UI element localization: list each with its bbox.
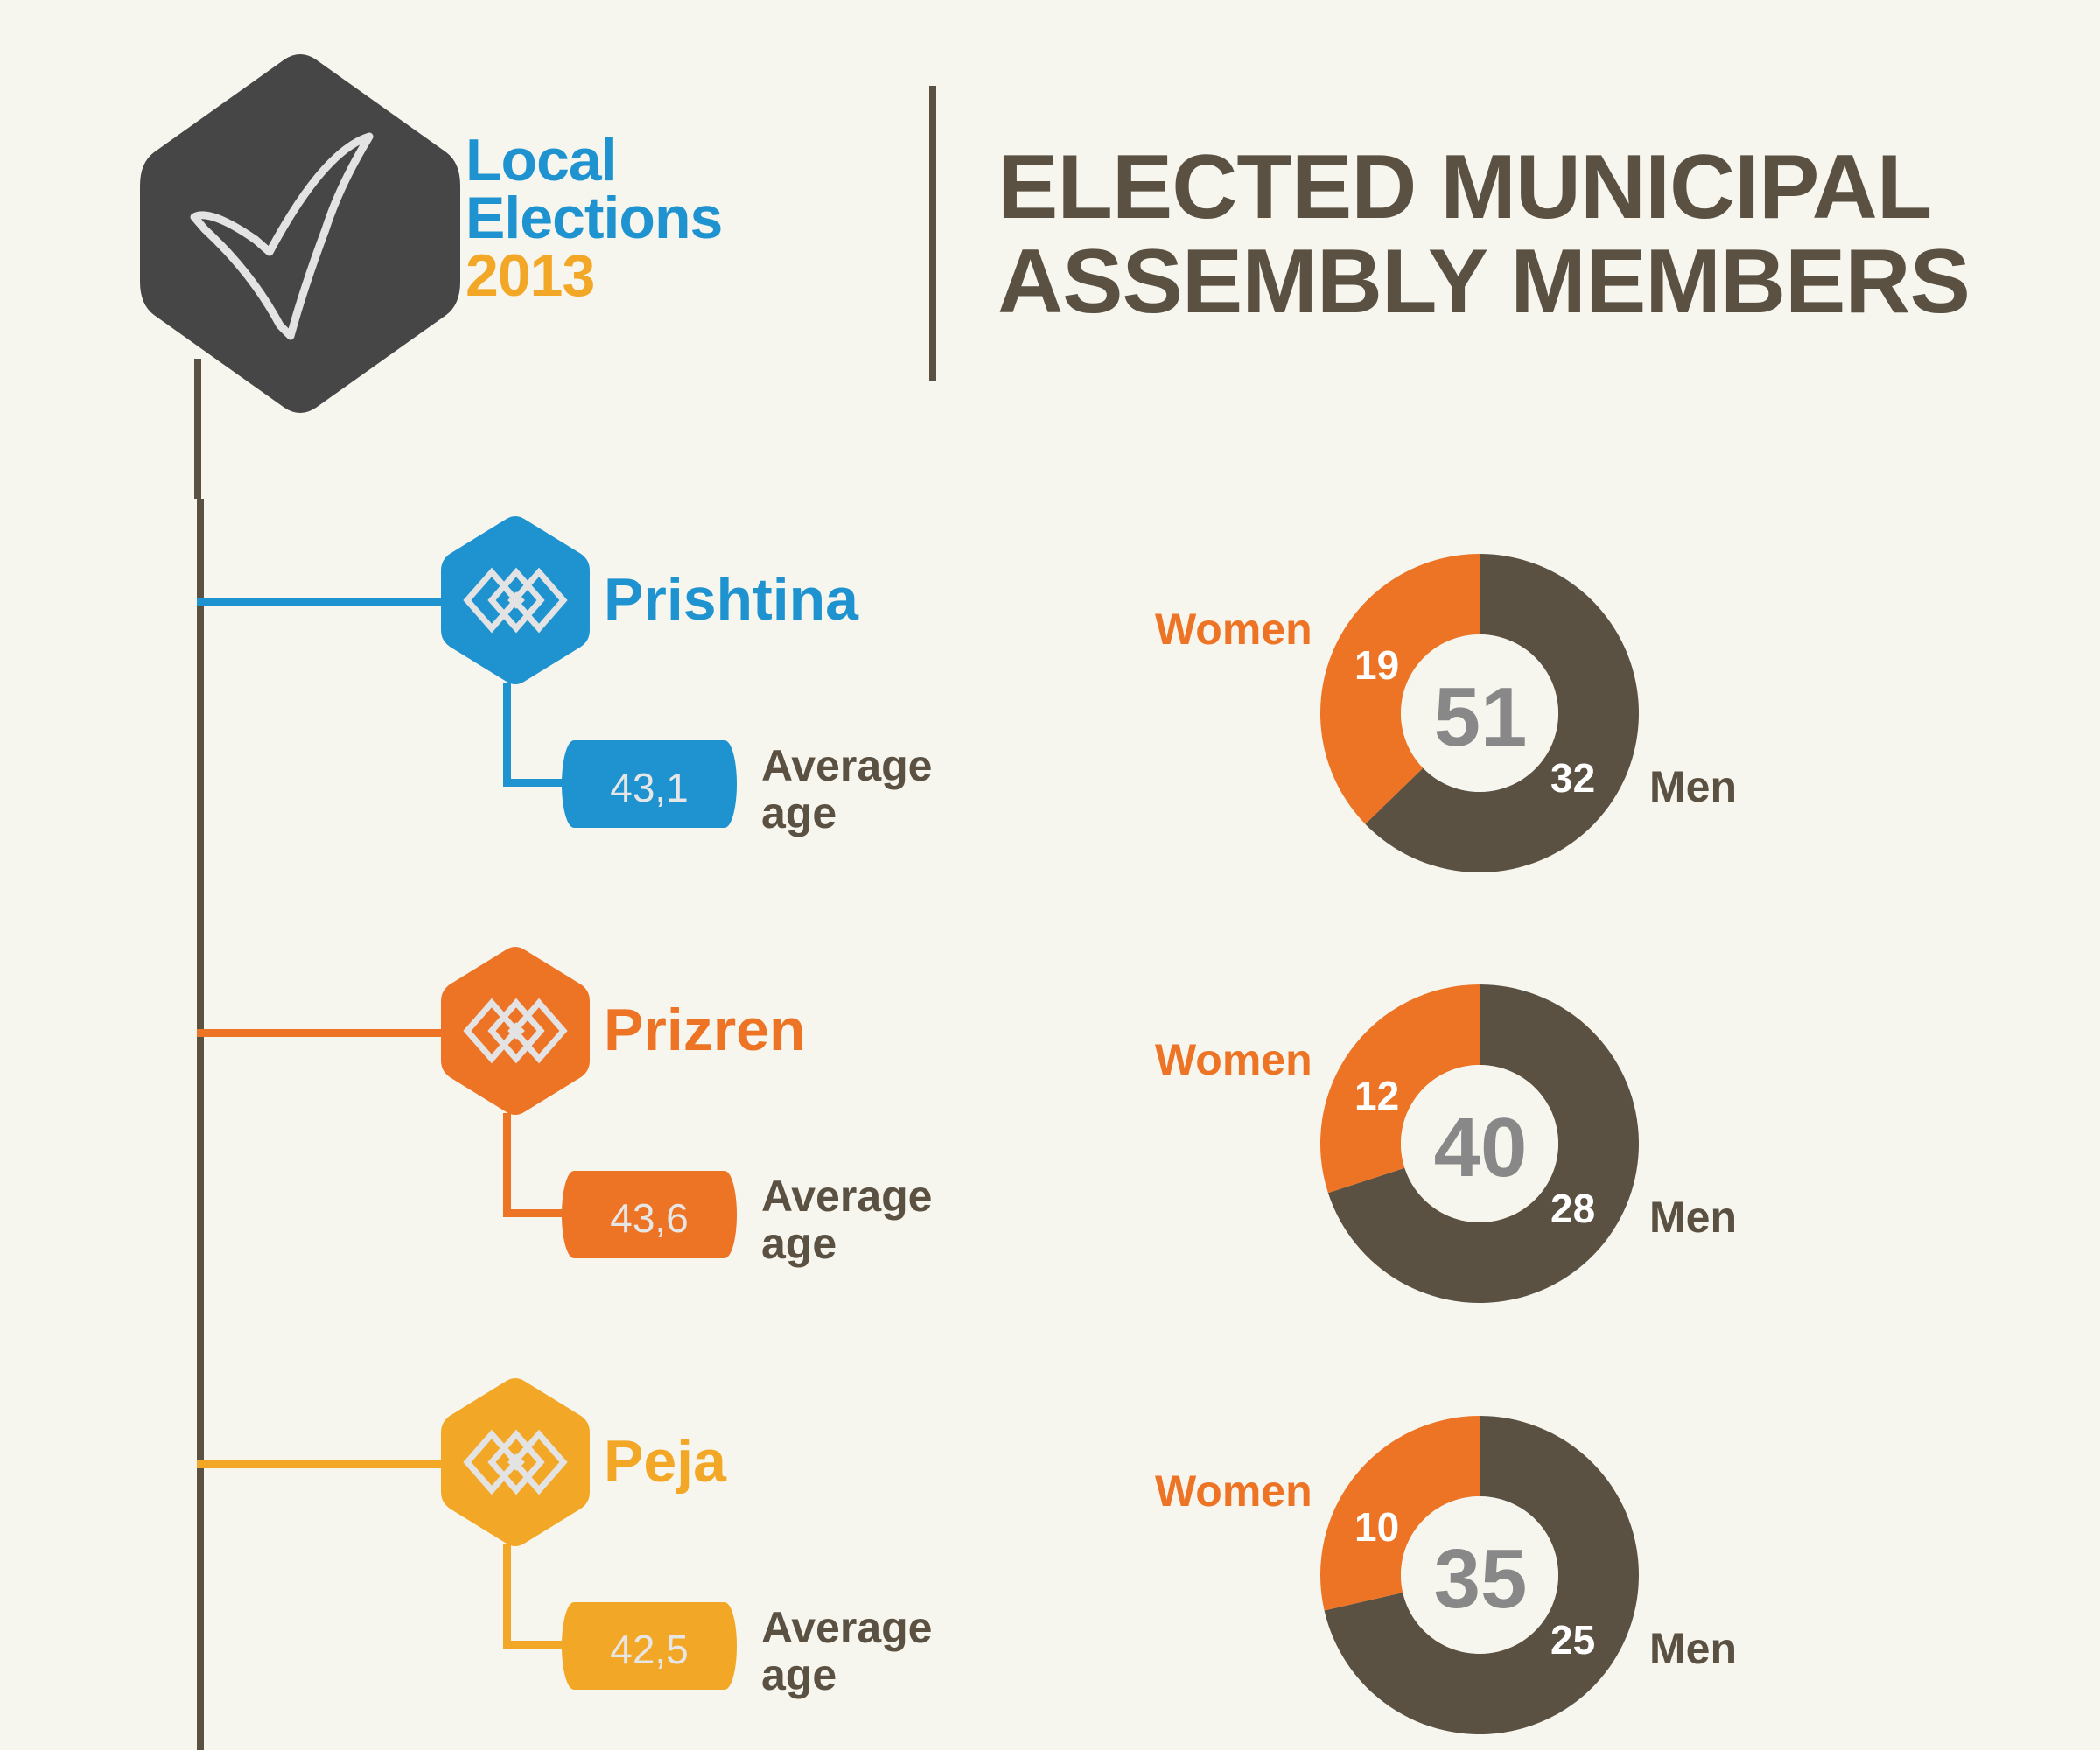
total-members: 40 <box>1433 1101 1528 1194</box>
city-name: Prishtina <box>604 566 858 633</box>
men-count: 28 <box>1550 1186 1596 1231</box>
title-line-2: ASSEMBLY MEMBERS <box>998 231 1970 332</box>
men-label: Men <box>1649 1193 1737 1242</box>
city-hexagon <box>441 945 590 1116</box>
logo-hexagon <box>140 54 460 413</box>
gender-donut-chart <box>1320 1416 1639 1734</box>
average-age-label: Average age <box>761 741 933 837</box>
gender-donut-chart <box>1320 984 1639 1303</box>
men-label: Men <box>1649 762 1737 811</box>
city-hexagon <box>441 1376 590 1548</box>
logo-year: 2013 <box>466 242 595 309</box>
city-name: Prizren <box>604 997 806 1063</box>
average-age-label: Average age <box>761 1603 933 1699</box>
checkmark-icon <box>140 54 460 413</box>
age-connector-horizontal <box>503 1641 564 1648</box>
men-count: 25 <box>1550 1617 1596 1662</box>
logo-line-local: Local <box>466 127 618 193</box>
age-connector-vertical <box>503 1113 511 1216</box>
city-emblem-icon <box>441 947 590 1115</box>
city-row-peja: Peja 42,5 Average age Women 10 35 25 Men <box>0 862 2100 1734</box>
page-title: ELECTED MUNICIPAL ASSEMBLY MEMBERS <box>998 140 1970 329</box>
timeline-line-top <box>194 359 201 499</box>
age-connector-horizontal <box>503 779 564 787</box>
timeline-line <box>197 499 204 1750</box>
age-connector-vertical <box>503 1544 511 1648</box>
average-age-label: Average age <box>761 1172 933 1268</box>
timeline-branch <box>197 1029 451 1037</box>
women-count: 10 <box>1354 1504 1400 1550</box>
men-count: 32 <box>1550 755 1596 801</box>
header-divider <box>929 86 936 382</box>
age-connector-horizontal <box>503 1209 564 1217</box>
timeline-branch <box>197 598 451 606</box>
average-age-badge: 42,5 <box>562 1602 737 1690</box>
title-line-1: ELECTED MUNICIPAL <box>998 136 1932 238</box>
women-label: Women <box>1155 1035 1312 1084</box>
average-age-badge: 43,6 <box>562 1171 737 1258</box>
total-members: 35 <box>1433 1532 1528 1626</box>
timeline-branch <box>197 1460 451 1468</box>
city-row-prishtina: Prishtina 43,1 Average age Women 19 51 32… <box>0 0 2100 872</box>
total-members: 51 <box>1433 670 1528 764</box>
gender-donut-chart <box>1320 554 1639 872</box>
men-label: Men <box>1649 1624 1737 1673</box>
city-hexagon <box>441 514 590 686</box>
women-label: Women <box>1155 605 1312 654</box>
city-name: Peja <box>604 1428 726 1494</box>
city-row-prizren: Prizren 43,6 Average age Women 12 40 28 M… <box>0 430 2100 1303</box>
age-connector-vertical <box>503 682 511 786</box>
logo-line-elections: Elections <box>466 185 723 251</box>
average-age-badge: 43,1 <box>562 740 737 828</box>
logo-text: Local Elections 2013 <box>466 127 723 309</box>
women-count: 12 <box>1354 1073 1400 1118</box>
city-emblem-icon <box>441 516 590 684</box>
women-label: Women <box>1155 1466 1312 1516</box>
city-emblem-icon <box>441 1378 590 1546</box>
women-count: 19 <box>1354 642 1400 688</box>
